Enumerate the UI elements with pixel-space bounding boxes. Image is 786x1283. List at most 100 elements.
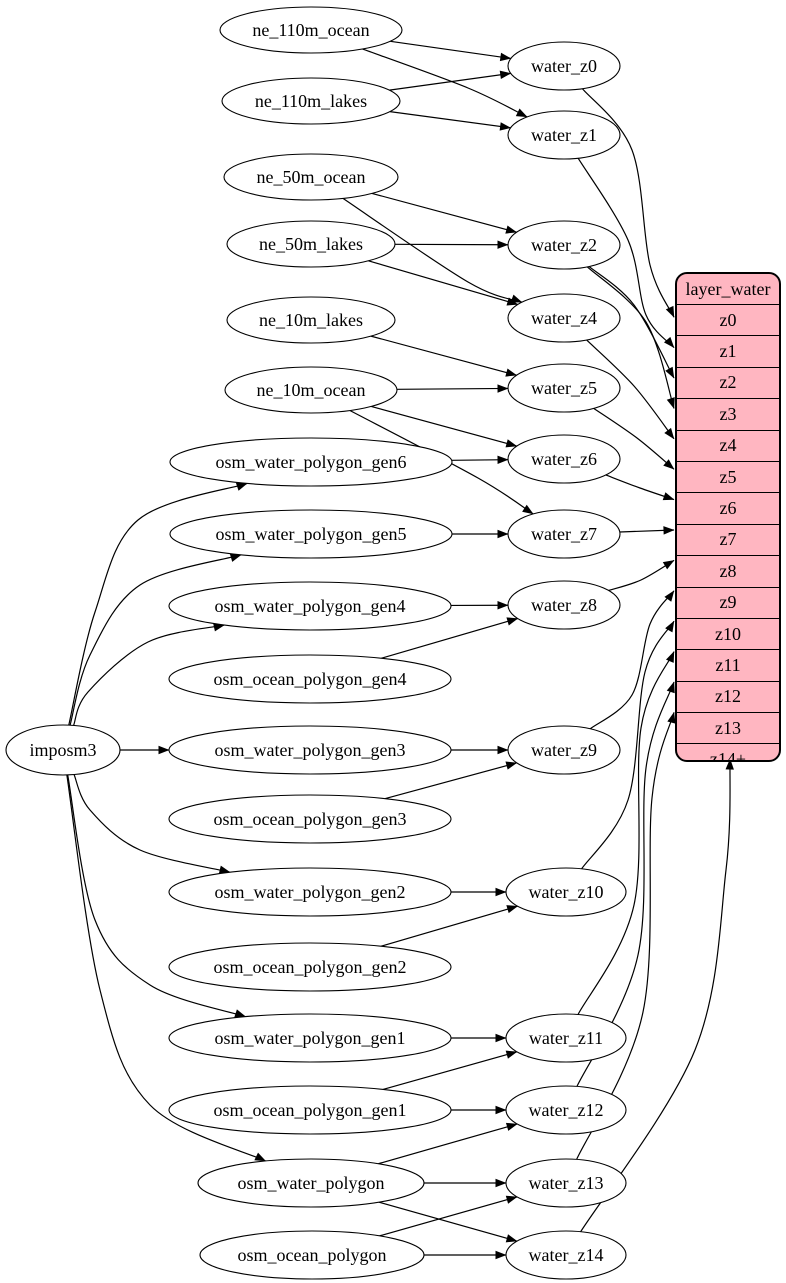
edge-imposm3-osm_water_polygon_gen1 (67, 774, 247, 1018)
table-row-z8: z8 (677, 555, 779, 586)
node-water_z5: water_z5 (507, 363, 621, 413)
node-label-water_z6: water_z6 (531, 449, 597, 469)
node-ellipse-osm_water_polygon_gen4 (168, 581, 452, 631)
node-label-osm_ocean_polygon: osm_ocean_polygon (238, 1245, 387, 1265)
table-row-z6: z6 (677, 492, 779, 523)
node-imposm3: imposm3 (5, 724, 121, 776)
node-osm_ocean_polygon_gen2: osm_ocean_polygon_gen2 (168, 942, 452, 992)
table-row-z10: z10 (677, 617, 779, 649)
node-ellipse-ne_50m_ocean (223, 153, 399, 201)
node-water_z4: water_z4 (507, 293, 621, 343)
node-label-water_z0: water_z0 (531, 56, 597, 76)
edge-water_z1-row-z1 (577, 157, 675, 349)
node-ellipse-water_z12 (505, 1085, 627, 1135)
edge-ne_110m_lakes-water_z1 (389, 111, 512, 131)
node-label-water_z10: water_z10 (529, 882, 604, 902)
node-label-ne_50m_ocean: ne_50m_ocean (257, 167, 366, 187)
node-label-water_z2: water_z2 (531, 235, 597, 255)
table-row-z11: z11 (677, 649, 779, 680)
node-label-osm_ocean_polygon_gen2: osm_ocean_polygon_gen2 (214, 957, 407, 977)
edge-water_z2-row-z2 (588, 266, 675, 379)
node-ellipse-water_z5 (507, 363, 621, 413)
node-label-ne_50m_lakes: ne_50m_lakes (259, 234, 363, 254)
node-ellipse-osm_water_polygon_gen3 (168, 725, 452, 775)
table-row-z4: z4 (677, 429, 779, 461)
node-ellipse-water_z7 (507, 509, 621, 559)
node-label-osm_water_polygon_gen1: osm_water_polygon_gen1 (215, 1028, 406, 1048)
node-osm_water_polygon_gen2: osm_water_polygon_gen2 (168, 867, 452, 917)
edge-imposm3-osm_water_polygon_gen4 (73, 623, 225, 726)
edge-water_z10-row-z10 (581, 620, 675, 870)
node-ellipse-ne_110m_lakes (221, 77, 401, 125)
table-row-z0: z0 (677, 304, 779, 335)
node-ellipse-osm_ocean_polygon (199, 1230, 425, 1280)
edge-water_z5-row-z5 (593, 407, 675, 470)
edge-osm_ocean_polygon_gen4-water_z8 (380, 617, 519, 659)
node-ellipse-water_z9 (507, 725, 621, 775)
node-ne_50m_lakes: ne_50m_lakes (226, 220, 396, 268)
node-water_z10: water_z10 (505, 867, 627, 917)
node-label-osm_water_polygon_gen4: osm_water_polygon_gen4 (215, 596, 406, 616)
node-ellipse-osm_water_polygon_gen6 (169, 437, 453, 487)
node-label-osm_water_polygon_gen2: osm_water_polygon_gen2 (215, 882, 406, 902)
node-ellipse-water_z1 (507, 110, 621, 160)
node-label-water_z11: water_z11 (529, 1028, 603, 1048)
node-ne_110m_ocean: ne_110m_ocean (219, 6, 403, 54)
node-label-water_z12: water_z12 (529, 1100, 604, 1120)
node-water_z11: water_z11 (505, 1013, 627, 1063)
node-label-osm_water_polygon: osm_water_polygon (238, 1173, 385, 1193)
node-label-water_z5: water_z5 (531, 378, 597, 398)
node-water_z14: water_z14 (505, 1230, 627, 1280)
node-water_z1: water_z1 (507, 110, 621, 160)
node-label-osm_water_polygon_gen3: osm_water_polygon_gen3 (215, 740, 406, 760)
edge-osm_water_polygon-water_z14 (378, 1201, 518, 1243)
edge-water_z14-row-z14+ (580, 758, 734, 1233)
node-osm_ocean_polygon_gen3: osm_ocean_polygon_gen3 (168, 794, 452, 844)
node-ellipse-osm_water_polygon_gen1 (168, 1013, 452, 1063)
node-label-ne_10m_ocean: ne_10m_ocean (257, 380, 366, 400)
edge-water_z9-row-z9 (589, 590, 675, 730)
node-label-osm_water_polygon_gen5: osm_water_polygon_gen5 (216, 524, 407, 544)
table-row-z7: z7 (677, 523, 779, 555)
node-water_z13: water_z13 (505, 1158, 627, 1208)
edge-ne_50m_ocean-water_z2 (371, 192, 518, 234)
node-ne_110m_lakes: ne_110m_lakes (221, 77, 401, 125)
node-osm_water_polygon_gen1: osm_water_polygon_gen1 (168, 1013, 452, 1063)
edge-imposm3-osm_water_polygon_gen2 (73, 774, 231, 874)
node-ellipse-ne_10m_lakes (226, 296, 396, 344)
edge-osm_water_polygon-water_z12 (378, 1122, 518, 1165)
node-label-water_z1: water_z1 (531, 125, 597, 145)
layer-water-table: layer_water z0 z1 z2 z3 z4 z5 z6 z7 z8 z9 z10 z11 z1… (675, 272, 781, 762)
node-osm_ocean_polygon_gen1: osm_ocean_polygon_gen1 (168, 1085, 452, 1135)
table-row-z14+: z14+ (677, 743, 779, 760)
table-row-z1: z1 (677, 335, 779, 366)
table-row-z5: z5 (677, 460, 779, 492)
edge-water_z7-row-z7 (619, 526, 675, 535)
node-ellipse-osm_ocean_polygon_gen2 (168, 942, 452, 992)
edge-ne_110m_ocean-water_z1 (362, 48, 528, 118)
node-label-water_z7: water_z7 (531, 524, 597, 544)
node-ne_50m_ocean: ne_50m_ocean (223, 153, 399, 201)
node-osm_water_polygon: osm_water_polygon (197, 1158, 425, 1208)
edge-water_z4-row-z4 (586, 339, 675, 440)
node-label-imposm3: imposm3 (29, 740, 96, 760)
node-ellipse-osm_ocean_polygon_gen1 (168, 1085, 452, 1135)
edge-water_z2-row-z3 (586, 266, 675, 409)
edge-imposm3-osm_water_polygon_gen6 (68, 482, 248, 726)
node-water_z9: water_z9 (507, 725, 621, 775)
node-label-osm_water_polygon_gen6: osm_water_polygon_gen6 (216, 452, 407, 472)
node-osm_ocean_polygon_gen4: osm_ocean_polygon_gen4 (168, 654, 452, 704)
edge-ne_50m_lakes-water_z4 (368, 260, 519, 306)
node-ellipse-imposm3 (5, 724, 121, 776)
node-water_z7: water_z7 (507, 509, 621, 559)
node-ellipse-water_z0 (507, 41, 621, 91)
node-osm_water_polygon_gen4: osm_water_polygon_gen4 (168, 581, 452, 631)
edge-osm_water_polygon_gen6-water_z6 (451, 455, 509, 464)
node-ellipse-water_z4 (507, 293, 621, 343)
node-label-osm_ocean_polygon_gen1: osm_ocean_polygon_gen1 (214, 1100, 407, 1120)
table-rows: z0 z1 z2 z3 z4 z5 z6 z7 z8 z9 z10 z11 z12 z13 z14+ (677, 304, 779, 760)
edge-water_z6-row-z6 (605, 474, 675, 501)
node-label-water_z14: water_z14 (529, 1245, 604, 1265)
table-row-z12: z12 (677, 680, 779, 712)
